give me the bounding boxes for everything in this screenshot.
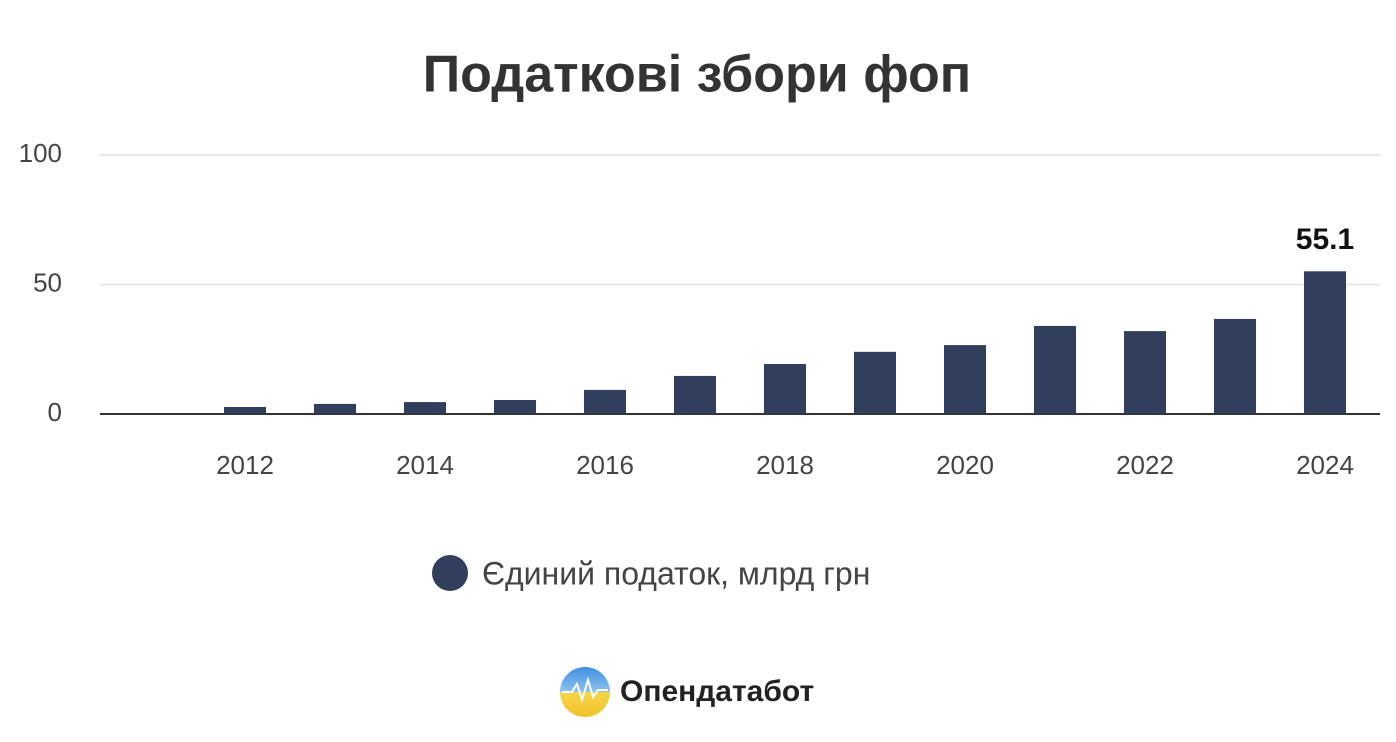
bar	[404, 402, 446, 414]
bar	[314, 403, 356, 414]
bar	[674, 375, 716, 414]
bar	[584, 389, 626, 414]
y-tick-label: 100	[19, 138, 62, 168]
y-tick-label: 50	[33, 267, 62, 297]
x-tick-label: 2022	[1116, 450, 1174, 480]
bar	[944, 345, 986, 414]
logo: Опендатабот	[560, 667, 814, 717]
chart-title: Податкові збори фоп	[423, 46, 971, 104]
y-tick-label: 0	[48, 397, 62, 427]
x-tick-label: 2018	[756, 450, 814, 480]
bar	[764, 364, 806, 414]
x-tick-label: 2014	[396, 450, 454, 480]
legend-marker	[432, 555, 468, 591]
logo-pulse	[562, 676, 608, 704]
bar	[224, 407, 266, 414]
bar	[854, 351, 896, 414]
bar	[1214, 318, 1256, 414]
x-tick-label: 2020	[936, 450, 994, 480]
x-tick-label: 2012	[216, 450, 274, 480]
bar	[1124, 331, 1166, 414]
x-tick-label: 2024	[1296, 450, 1354, 480]
bar	[1034, 325, 1076, 414]
x-tick-label: 2016	[576, 450, 634, 480]
bar	[1304, 271, 1346, 414]
bar	[494, 400, 536, 414]
legend-label: Єдиний податок, млрд грн	[482, 555, 870, 591]
data-label: 55.1	[1296, 223, 1354, 256]
source: Опендатабот	[620, 675, 814, 708]
